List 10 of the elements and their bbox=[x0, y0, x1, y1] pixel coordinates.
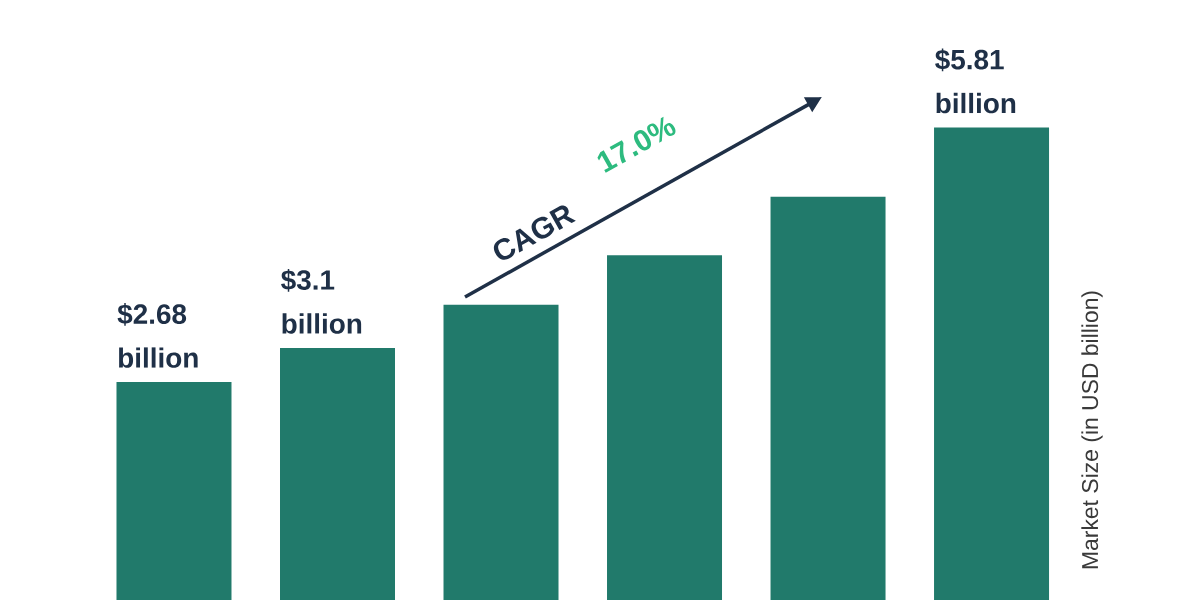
bar bbox=[607, 255, 723, 600]
data-label: $2.68 billion bbox=[117, 303, 198, 368]
bar bbox=[116, 382, 232, 600]
bar bbox=[280, 347, 395, 600]
bar bbox=[770, 196, 886, 600]
bar bbox=[934, 127, 1050, 600]
y-axis-title: Market Size (in USD billion) bbox=[1081, 291, 1103, 569]
data-label: $3.1 billion bbox=[281, 268, 362, 334]
bar bbox=[443, 304, 559, 600]
data-label: $5.81 billion bbox=[935, 48, 1016, 114]
